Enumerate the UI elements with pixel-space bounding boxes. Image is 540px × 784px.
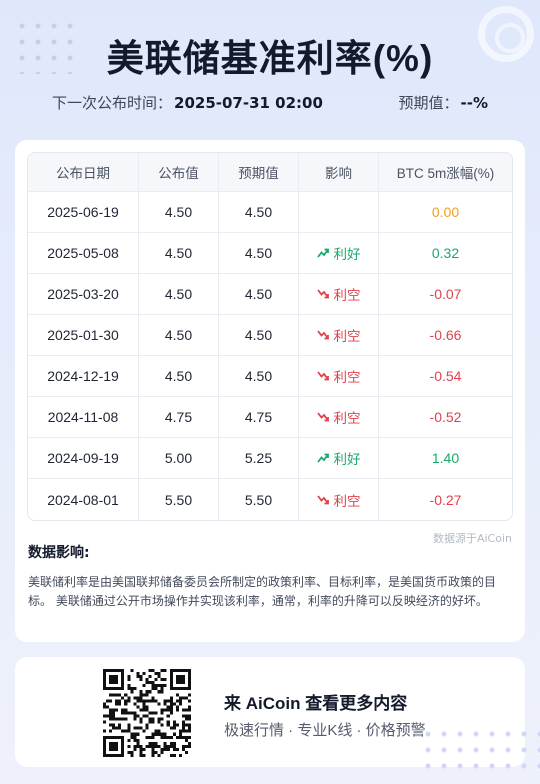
impact-title: 数据影响: (28, 545, 90, 561)
impact-badge: 利空 (316, 325, 361, 345)
forecast-label: 预期值： (398, 94, 459, 112)
cell-btc-change: -0.52 (379, 397, 512, 438)
impact-label: 利空 (333, 329, 361, 344)
qr-code-icon[interactable] (103, 669, 191, 757)
cell-actual: 4.75 (139, 397, 219, 438)
cell-date: 2024-08-01 (28, 479, 139, 520)
cell-forecast: 4.50 (219, 356, 299, 397)
cell-forecast: 4.75 (219, 397, 299, 438)
data-card: 公布日期 公布值 预期值 影响 BTC 5m涨幅(%) 2025-06-19 4.… (15, 140, 525, 642)
decorative-dots-bottom (420, 726, 540, 778)
table-row: 2024-09-19 5.00 5.25 利好 1.40 (28, 438, 512, 479)
header-actual: 公布值 (139, 153, 219, 192)
cell-impact: 利空 (299, 479, 379, 520)
impact-badge: 利空 (316, 284, 361, 304)
header-date: 公布日期 (28, 153, 139, 192)
impact-badge: 利空 (316, 366, 361, 386)
cell-impact: 利好 (299, 438, 379, 479)
cell-forecast: 4.50 (219, 233, 299, 274)
cell-btc-change: 0.00 (379, 192, 512, 233)
trend-down-icon (316, 412, 329, 422)
cell-impact: 利空 (299, 315, 379, 356)
impact-label: 利好 (333, 452, 361, 467)
promo-subtitle: 极速行情 · 专业K线 · 价格预警 (224, 722, 426, 739)
table-row: 2024-11-08 4.75 4.75 利空 -0.52 (28, 397, 512, 438)
cell-date: 2025-06-19 (28, 192, 139, 233)
cell-actual: 5.00 (139, 438, 219, 479)
impact-label: 利好 (333, 247, 361, 262)
trend-up-icon (316, 248, 329, 258)
trend-down-icon (316, 494, 329, 504)
cell-impact: 利好 (299, 233, 379, 274)
promo-title: 来 AiCoin 查看更多内容 (224, 694, 408, 713)
cell-btc-change: -0.54 (379, 356, 512, 397)
table-row: 2025-03-20 4.50 4.50 利空 -0.07 (28, 274, 512, 315)
next-release-value: 2025-07-31 02:00 (174, 94, 323, 112)
cell-btc-change: -0.66 (379, 315, 512, 356)
cell-btc-change: 0.32 (379, 233, 512, 274)
history-table: 公布日期 公布值 预期值 影响 BTC 5m涨幅(%) 2025-06-19 4.… (27, 152, 513, 521)
header-impact: 影响 (299, 153, 379, 192)
cell-actual: 4.50 (139, 315, 219, 356)
impact-label: 利空 (333, 411, 361, 426)
cell-actual: 4.50 (139, 274, 219, 315)
trend-down-icon (316, 371, 329, 381)
table-row: 2025-01-30 4.50 4.50 利空 -0.66 (28, 315, 512, 356)
cell-date: 2024-09-19 (28, 438, 139, 479)
trend-up-icon (316, 453, 329, 463)
cell-forecast: 4.50 (219, 315, 299, 356)
cell-date: 2024-12-19 (28, 356, 139, 397)
cell-impact: 利空 (299, 397, 379, 438)
cell-forecast: 4.50 (219, 274, 299, 315)
cell-date: 2025-03-20 (28, 274, 139, 315)
cell-actual: 4.50 (139, 356, 219, 397)
header-btc-change: BTC 5m涨幅(%) (379, 153, 512, 192)
table-header-row: 公布日期 公布值 预期值 影响 BTC 5m涨幅(%) (28, 153, 512, 192)
cell-date: 2024-11-08 (28, 397, 139, 438)
cell-btc-change: -0.07 (379, 274, 512, 315)
cell-actual: 5.50 (139, 479, 219, 520)
trend-down-icon (316, 330, 329, 340)
impact-label: 利空 (333, 493, 361, 509)
next-release: 下一次公布时间： 2025-07-31 02:00 (52, 92, 323, 113)
table-row: 2024-08-01 5.50 5.50 利空 -0.27 (28, 479, 512, 520)
impact-description: 美联储利率是由美国联邦储备委员会所制定的政策利率、目标利率，是美国货币政策的目标… (28, 575, 497, 608)
impact-label: 利空 (333, 370, 361, 385)
cell-btc-change: -0.27 (429, 491, 462, 508)
watermark-logo-icon (478, 6, 534, 62)
table-row: 2024-12-19 4.50 4.50 利空 -0.54 (28, 356, 512, 397)
impact-badge: 利好 (316, 448, 361, 468)
cell-impact: 利空 (299, 356, 379, 397)
cell-forecast: 5.50 (219, 479, 299, 520)
impact-label: 利空 (333, 288, 361, 303)
impact-badge: 利空 (316, 490, 361, 510)
cell-date: 2025-01-30 (28, 315, 139, 356)
page-title: 美联储基准利率(%) (106, 38, 434, 79)
forecast-value: --% (460, 94, 488, 112)
forecast: 预期值： --% (399, 92, 489, 113)
decorative-dots (14, 18, 78, 74)
table-row: 2025-05-08 4.50 4.50 利好 0.32 (28, 233, 512, 274)
cell-btc-change: 1.40 (379, 438, 512, 479)
cell-impact: 利空 (299, 274, 379, 315)
impact-badge: 利好 (316, 243, 361, 263)
header-forecast: 预期值 (219, 153, 299, 192)
impact-badge: 利空 (316, 407, 361, 427)
trend-down-icon (316, 289, 329, 299)
cell-date: 2025-05-08 (28, 233, 139, 274)
next-release-label: 下一次公布时间： (52, 94, 173, 112)
cell-forecast: 5.25 (219, 438, 299, 479)
cell-actual: 4.50 (139, 233, 219, 274)
data-source: 数据源于AiCoin (432, 532, 512, 545)
cell-forecast: 4.50 (219, 192, 299, 233)
cell-impact (299, 192, 379, 233)
table-row: 2025-06-19 4.50 4.50 0.00 (28, 192, 512, 233)
cell-actual: 4.50 (139, 192, 219, 233)
